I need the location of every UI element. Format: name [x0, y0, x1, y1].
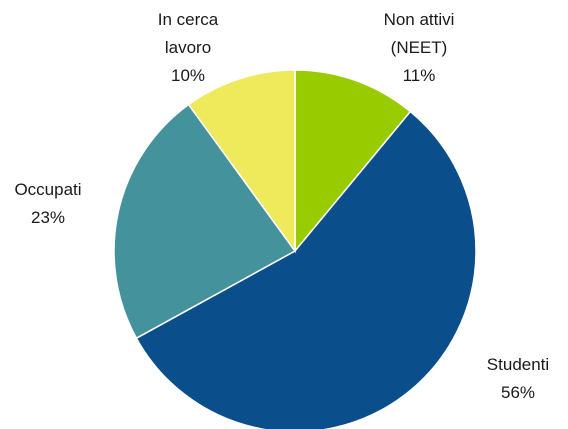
pie-slice-1	[135, 110, 477, 429]
pie-label-1: Studenti 56%	[487, 355, 549, 402]
pie-value-label-3: 10%	[171, 66, 205, 85]
pie-slice-0	[294, 69, 412, 254]
pie-category-label-0: (NEET)	[391, 38, 448, 57]
pie-labels: Non attivi (NEET) 11% Studenti 56% Occupati 23…	[14, 10, 549, 402]
pie-value-label-0: 11%	[403, 66, 436, 85]
pie-category-label-3: lavoro	[165, 38, 211, 57]
pie-slice-2	[113, 103, 297, 340]
pie-slice-3	[187, 69, 296, 254]
pie-slices	[113, 69, 477, 429]
pie-label-0: Non attivi (NEET) 11%	[384, 10, 455, 85]
pie-category-label-3: In cerca	[158, 10, 219, 29]
pie-label-3: In cerca lavoro 10%	[158, 10, 219, 85]
pie-category-label-2: Occupati	[14, 180, 81, 199]
pie-value-label-2: 23%	[31, 208, 65, 227]
pie-value-label-1: 56%	[501, 383, 535, 402]
pie-category-label-1: Studenti	[487, 355, 549, 374]
pie-category-label-0: Non attivi	[384, 10, 455, 29]
pie-label-2: Occupati 23%	[14, 180, 81, 227]
